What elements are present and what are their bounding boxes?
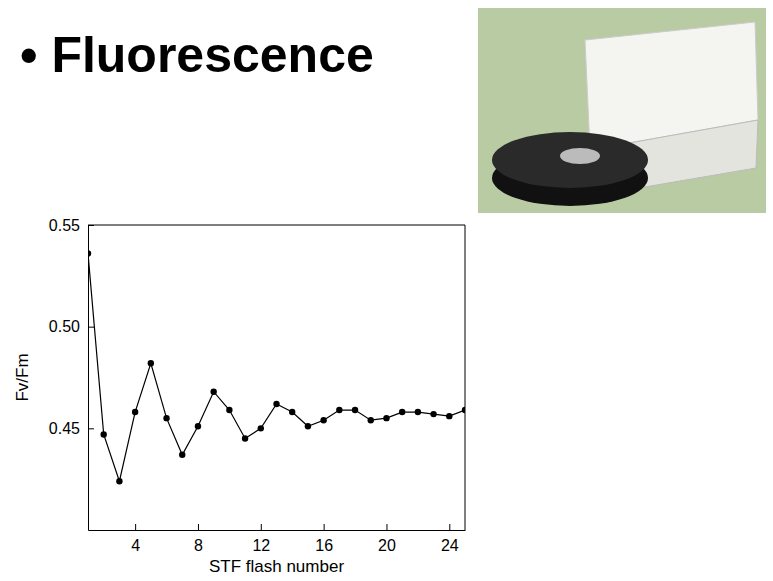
- slide: • Fluorescence 4 8 12 16 20 24 0.45 0.50 0.55 STF …: [0, 0, 773, 581]
- photo-background: [478, 8, 766, 213]
- data-point: [368, 417, 374, 423]
- x-tick-mark: [261, 524, 262, 530]
- x-tick-label: 20: [378, 537, 396, 554]
- y-axis: 0.45 0.50 0.55: [49, 217, 94, 531]
- x-tick: 20: [378, 524, 396, 554]
- frame-top: [88, 225, 465, 226]
- x-tick: 12: [252, 524, 270, 554]
- data-point: [336, 407, 342, 413]
- data-point: [101, 431, 107, 437]
- sensor-top: [492, 132, 648, 188]
- slide-title: • Fluorescence: [20, 27, 374, 83]
- frame-right: [465, 225, 466, 530]
- x-tick-mark: [449, 524, 450, 530]
- x-axis-title: STF flash number: [209, 557, 344, 576]
- data-point: [258, 425, 264, 431]
- y-tick: 0.55: [49, 217, 94, 234]
- x-tick-label: 16: [315, 537, 333, 554]
- x-tick-mark: [324, 524, 325, 530]
- data-point: [273, 401, 279, 407]
- data-point: [132, 409, 138, 415]
- plot-area: [88, 250, 465, 484]
- y-tick: 0.45: [49, 420, 94, 437]
- sensor-window: [560, 148, 600, 164]
- x-tick: 8: [194, 524, 203, 554]
- x-tick: 16: [315, 524, 333, 554]
- y-tick-mark: [88, 428, 94, 429]
- x-tick-label: 24: [441, 537, 459, 554]
- data-point: [195, 423, 201, 429]
- data-point: [289, 409, 295, 415]
- y-axis-title: Fv/Fm: [13, 353, 32, 401]
- data-point: [148, 360, 154, 366]
- data-point: [352, 407, 358, 413]
- data-point: [305, 423, 311, 429]
- x-tick: 24: [441, 524, 459, 554]
- y-tick: 0.50: [49, 318, 94, 335]
- data-point: [210, 389, 216, 395]
- data-point: [415, 409, 421, 415]
- data-point: [462, 407, 465, 413]
- x-tick-label: 4: [131, 537, 140, 554]
- x-tick: 4: [131, 524, 140, 554]
- data-point: [446, 413, 452, 419]
- y-tick-label: 0.45: [49, 420, 80, 437]
- data-point: [399, 409, 405, 415]
- instrument-photo: [478, 8, 766, 213]
- data-point: [116, 478, 122, 484]
- x-tick-mark: [135, 524, 136, 530]
- x-tick-label: 8: [194, 537, 203, 554]
- data-point: [226, 407, 232, 413]
- y-tick-mark: [88, 327, 94, 328]
- y-axis-line: [88, 226, 89, 531]
- x-axis: 4 8 12 16 20 24: [89, 524, 466, 554]
- data-point: [383, 415, 389, 421]
- y-tick-mark: [88, 225, 94, 226]
- x-axis-line: [89, 530, 466, 531]
- data-point: [430, 411, 436, 417]
- data-point: [320, 417, 326, 423]
- data-point: [163, 415, 169, 421]
- x-tick-label: 12: [252, 537, 270, 554]
- y-tick-label: 0.55: [49, 217, 80, 234]
- x-tick-mark: [386, 524, 387, 530]
- data-point: [88, 250, 91, 256]
- y-tick-label: 0.50: [49, 318, 80, 335]
- x-tick-mark: [198, 524, 199, 530]
- data-line: [88, 253, 465, 481]
- data-point: [179, 452, 185, 458]
- data-point: [242, 435, 248, 441]
